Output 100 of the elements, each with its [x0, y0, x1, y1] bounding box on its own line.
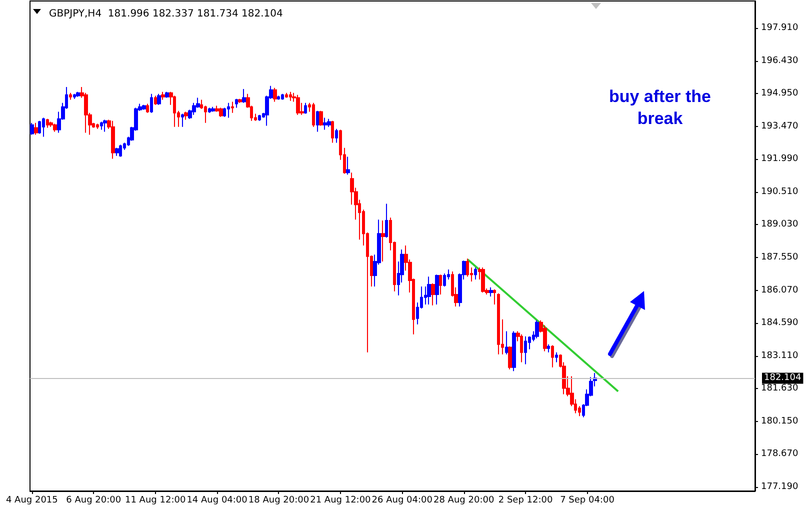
x-tick-label: 26 Aug 04:00: [372, 496, 433, 506]
candlestick: [231, 101, 234, 114]
candlestick: [520, 334, 523, 363]
candlestick: [443, 272, 446, 288]
candlestick: [173, 95, 176, 128]
candlestick: [296, 94, 300, 116]
candlestick: [150, 93, 153, 114]
candlestick: [304, 102, 307, 114]
candlestick: [285, 92, 288, 98]
x-tick-label: 14 Aug 04:00: [186, 496, 248, 506]
x-tick-label: 11 Aug 12:00: [124, 496, 186, 506]
candlestick: [543, 324, 547, 352]
candlestick: [481, 266, 485, 294]
y-tick-label: 189.030: [761, 220, 798, 230]
candlestick: [46, 118, 49, 128]
candlestick: [489, 286, 493, 298]
candlestick: [242, 88, 246, 104]
y-tick-label: 184.590: [761, 318, 798, 328]
x-tick-label: 28 Aug 20:00: [434, 496, 494, 506]
candlestick: [96, 123, 99, 130]
candlestick: [258, 114, 261, 122]
candlestick: [385, 203, 388, 238]
candlestick: [142, 104, 146, 110]
candlestick: [53, 123, 57, 132]
y-tick-label: 197.910: [761, 23, 798, 34]
x-tick-label: 2 Sep 12:00: [498, 496, 553, 506]
candlestick: [281, 93, 284, 100]
candlestick: [38, 120, 41, 134]
candlestick: [184, 111, 188, 120]
candlestick: [466, 258, 469, 278]
candlestick: [103, 119, 107, 132]
candlestick: [49, 121, 53, 128]
x-tick-label: 4 Aug 2015: [6, 496, 58, 506]
y-tick-label: 193.470: [761, 121, 798, 132]
candlestick: [524, 336, 527, 365]
candlestick: [547, 344, 550, 353]
candlestick: [238, 98, 242, 104]
candlestick: [223, 107, 226, 118]
candlestick: [427, 276, 431, 305]
candlestick: [277, 95, 280, 100]
candlestick: [331, 120, 334, 144]
candlestick: [273, 87, 277, 102]
candlestick: [316, 110, 319, 132]
candlestick: [181, 113, 184, 128]
candlestick: [192, 102, 196, 116]
candlestick: [161, 91, 165, 100]
candlestick: [439, 274, 442, 296]
candlestick: [30, 122, 34, 136]
candlestick: [76, 91, 80, 98]
candlestick: [219, 107, 223, 118]
y-tick-label: 177.190: [761, 482, 798, 492]
candlestick: [493, 288, 496, 305]
candlestick: [312, 102, 315, 128]
candlestick: [154, 95, 157, 106]
y-tick-label: 181.630: [761, 384, 798, 394]
candlestick: [119, 144, 122, 158]
candlestick: [235, 98, 238, 108]
y-tick-label: 194.950: [761, 88, 798, 99]
candlestick: [42, 117, 45, 138]
text: GBPJPY,H4 181.996 182.337 181.734 182.104: [49, 8, 283, 20]
y-tick-label: 178.670: [761, 449, 798, 460]
annotation: buy after the break: [608, 86, 712, 130]
candlestick: [69, 92, 72, 100]
candlestick: [34, 122, 38, 136]
candlestick: [512, 330, 516, 372]
candlestick: [497, 292, 500, 355]
y-tick-label: 186.070: [761, 285, 798, 296]
x-tick-label: 21 Aug 12:00: [310, 496, 372, 506]
candlestick: [535, 320, 539, 339]
candlestick: [431, 282, 435, 306]
candlestick: [115, 147, 119, 156]
ref-line-label: 182.104: [764, 373, 802, 384]
candlestick: [555, 352, 558, 363]
candlestick: [323, 117, 327, 130]
candlestick: [474, 266, 477, 280]
candlestick: [208, 107, 211, 114]
y-tick-label: 180.150: [761, 416, 798, 426]
candlestick: [227, 102, 230, 118]
candlestick: [157, 93, 161, 106]
candlestick: [327, 118, 331, 128]
y-tick-label: 183.110: [761, 350, 798, 361]
candlestick: [381, 220, 385, 262]
y-tick-label: 196.430: [761, 56, 798, 66]
candlestick: [100, 121, 103, 130]
y-tick-label: 187.550: [761, 252, 798, 263]
candlestick: [335, 128, 338, 144]
candlestick: [165, 91, 169, 98]
y-tick-label: 190.510: [761, 186, 798, 197]
candlestick: [346, 156, 350, 176]
candlestick: [505, 330, 508, 355]
x-tick-label: 18 Aug 20:00: [248, 496, 310, 506]
candlestick: [111, 120, 115, 160]
candlestick: [289, 91, 292, 102]
candlestick: [146, 103, 149, 114]
candlestick: [73, 93, 76, 100]
x-tick-label: 7 Sep 04:00: [560, 496, 615, 506]
candlestick: [435, 274, 439, 305]
candlestick: [508, 346, 512, 370]
x-tick-label: 6 Aug 20:00: [66, 496, 122, 506]
y-tick-label: 191.990: [761, 154, 798, 164]
